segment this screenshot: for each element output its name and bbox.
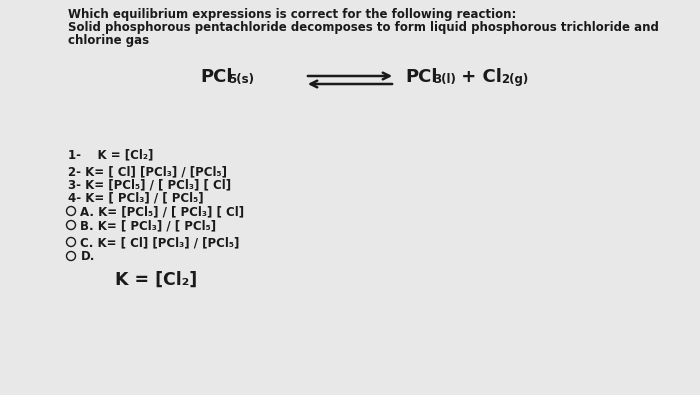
Text: Which equilibrium expressions is correct for the following reaction:: Which equilibrium expressions is correct… (68, 8, 517, 21)
Text: PCl: PCl (200, 68, 232, 86)
Text: A. K= [PCl₅] / [ PCl₃] [ Cl]: A. K= [PCl₅] / [ PCl₃] [ Cl] (80, 205, 244, 218)
Text: 3(l): 3(l) (433, 73, 456, 86)
Text: C. K= [ Cl] [PCl₃] / [PCl₅]: C. K= [ Cl] [PCl₃] / [PCl₅] (80, 236, 240, 249)
Text: Solid phosphorous pentachloride decomposes to form liquid phosphorous trichlorid: Solid phosphorous pentachloride decompos… (68, 21, 659, 34)
Text: 2- K= [ Cl] [PCl₃] / [PCl₅]: 2- K= [ Cl] [PCl₃] / [PCl₅] (68, 165, 227, 178)
Text: 3- K= [PCl₅] / [ PCl₃] [ Cl]: 3- K= [PCl₅] / [ PCl₃] [ Cl] (68, 178, 231, 191)
Text: K = [Cl₂]: K = [Cl₂] (115, 271, 197, 289)
Text: + Cl: + Cl (455, 68, 502, 86)
Text: 5(s): 5(s) (228, 73, 254, 86)
Text: 1-    K = [Cl₂]: 1- K = [Cl₂] (68, 148, 153, 161)
Text: D.: D. (80, 250, 95, 263)
Text: 2(g): 2(g) (501, 73, 528, 86)
Text: 4- K= [ PCl₃] / [ PCl₅]: 4- K= [ PCl₃] / [ PCl₅] (68, 191, 204, 204)
Text: chlorine gas: chlorine gas (68, 34, 149, 47)
Text: B. K= [ PCl₃] / [ PCl₅]: B. K= [ PCl₃] / [ PCl₅] (80, 219, 216, 232)
Text: PCl: PCl (405, 68, 438, 86)
